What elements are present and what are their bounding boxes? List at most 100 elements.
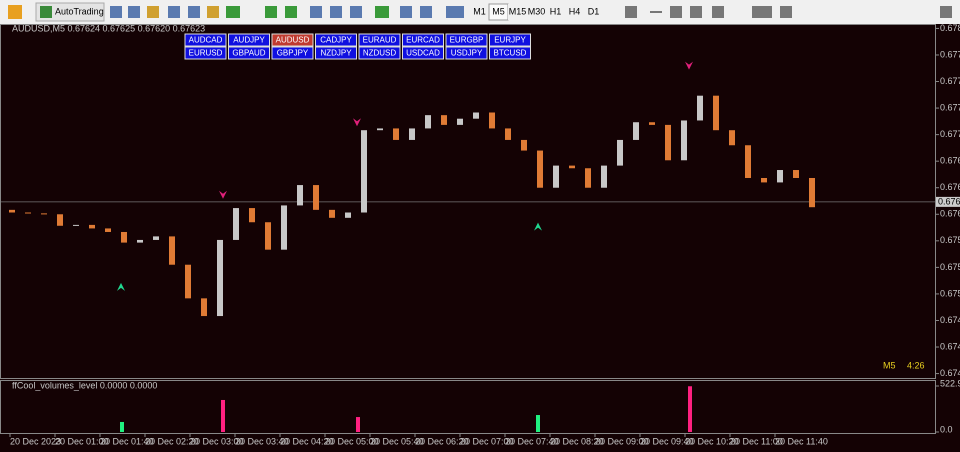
symbol-button[interactable] [358,33,401,47]
symbol-label: NZDUSD [363,49,397,58]
symbol-button[interactable] [228,33,270,47]
candle [713,95,719,131]
autotrading-label: AutoTrading [55,6,104,16]
icon[interactable] [446,6,464,18]
symbol-button[interactable] [402,33,444,47]
symbol-button[interactable] [489,33,531,47]
signal-arrow [685,61,693,70]
symbol-button[interactable] [402,46,444,60]
candle [729,130,735,146]
icon[interactable] [285,6,297,18]
icon[interactable] [940,6,952,18]
symbol-label: AUDUSD [276,36,310,45]
candle [633,122,639,140]
y-tick-label: 0.6779 [940,49,960,59]
candle [441,115,447,125]
symbol-label: EURAUD [363,36,397,45]
icon[interactable] [350,6,362,18]
icon[interactable] [650,11,662,13]
candle [25,212,31,214]
candle [137,239,143,243]
y-tick-label: 0.6776 [940,76,960,86]
icon[interactable] [265,6,277,18]
candle [169,236,175,265]
time-label: 20 Dec 02:20 [145,436,199,446]
volume-title: ffCool_volumes_level 0.0000 0.0000 [12,380,157,390]
candle [153,236,159,240]
timeframe-button[interactable] [527,4,546,20]
icon[interactable] [375,6,389,18]
icon[interactable] [188,6,200,18]
timeframe-bar: M1 M5 M15 M30 H1 H4 D1 [470,3,603,21]
symbol-button[interactable] [445,46,488,60]
candle [41,213,47,215]
time-label: 20 Dec 06:20 [415,436,469,446]
signal-arrow [117,282,125,291]
symbol-button[interactable] [445,33,488,47]
symbol-label: AUDJPY [233,36,265,45]
symbol-button[interactable] [315,46,357,60]
y-tick-label: 0.6746 [940,341,960,351]
countdown: 4:26 [907,360,925,370]
timeframe-label: M1 [473,6,486,16]
volume-y-tick-label: 0.0 [940,424,953,434]
candle [377,128,383,131]
candle [105,228,111,232]
toolbar-icon[interactable] [8,5,22,19]
autotrading-button[interactable] [35,2,105,22]
toolbar-icons [110,6,952,18]
icon[interactable] [147,6,159,18]
symbol-label: NZDJPY [320,49,352,58]
timeframe-button[interactable] [508,4,527,20]
icon[interactable] [310,6,322,18]
y-tick-label: 0.6773 [940,102,960,112]
icon[interactable] [780,6,792,18]
candle [233,208,239,240]
symbol-label: EURCAD [406,36,440,45]
symbol-button[interactable] [271,46,314,60]
timeframe-button[interactable] [565,4,584,20]
volume-y-tick-label: 522.9 [940,378,960,388]
icon[interactable] [625,6,637,18]
symbol-button[interactable] [358,46,401,60]
icon[interactable] [690,6,702,18]
icon[interactable] [226,6,240,18]
icon[interactable] [330,6,342,18]
icon[interactable] [110,6,122,18]
y-tick-label: 0.677 [940,129,960,139]
icon[interactable] [670,6,682,18]
y-tick-label: 0.6749 [940,315,960,325]
icon[interactable] [168,6,180,18]
volume-bar [536,415,540,432]
candle [217,239,223,317]
icon[interactable] [752,6,772,18]
time-label: 20 Dec 03:40 [235,436,289,446]
icon[interactable] [400,6,412,18]
symbol-button[interactable] [315,33,357,47]
symbol-label: CADJPY [320,36,352,45]
candle [313,185,319,210]
symbol-button[interactable] [184,46,227,60]
icon[interactable] [712,6,724,18]
candle [777,170,783,183]
icon[interactable] [128,6,140,18]
symbol-button[interactable] [184,33,227,47]
icon[interactable] [420,6,432,18]
symbol-button[interactable] [489,46,531,60]
time-label: 20 Dec 07:00 [460,436,514,446]
time-label: 20 Dec 03:00 [190,436,244,446]
candle [505,128,511,140]
timeframe-button[interactable] [546,4,565,20]
candle [329,209,335,218]
candle [665,124,671,161]
symbol-button[interactable] [271,33,314,47]
candle [297,185,303,206]
volume-bar [356,417,360,432]
icon[interactable] [207,6,219,18]
symbol-button[interactable] [228,46,270,60]
timeframe-button[interactable] [470,4,489,20]
symbol-label: GBPAUD [232,49,265,58]
timeframe-button[interactable] [584,4,603,20]
candle [569,165,575,169]
